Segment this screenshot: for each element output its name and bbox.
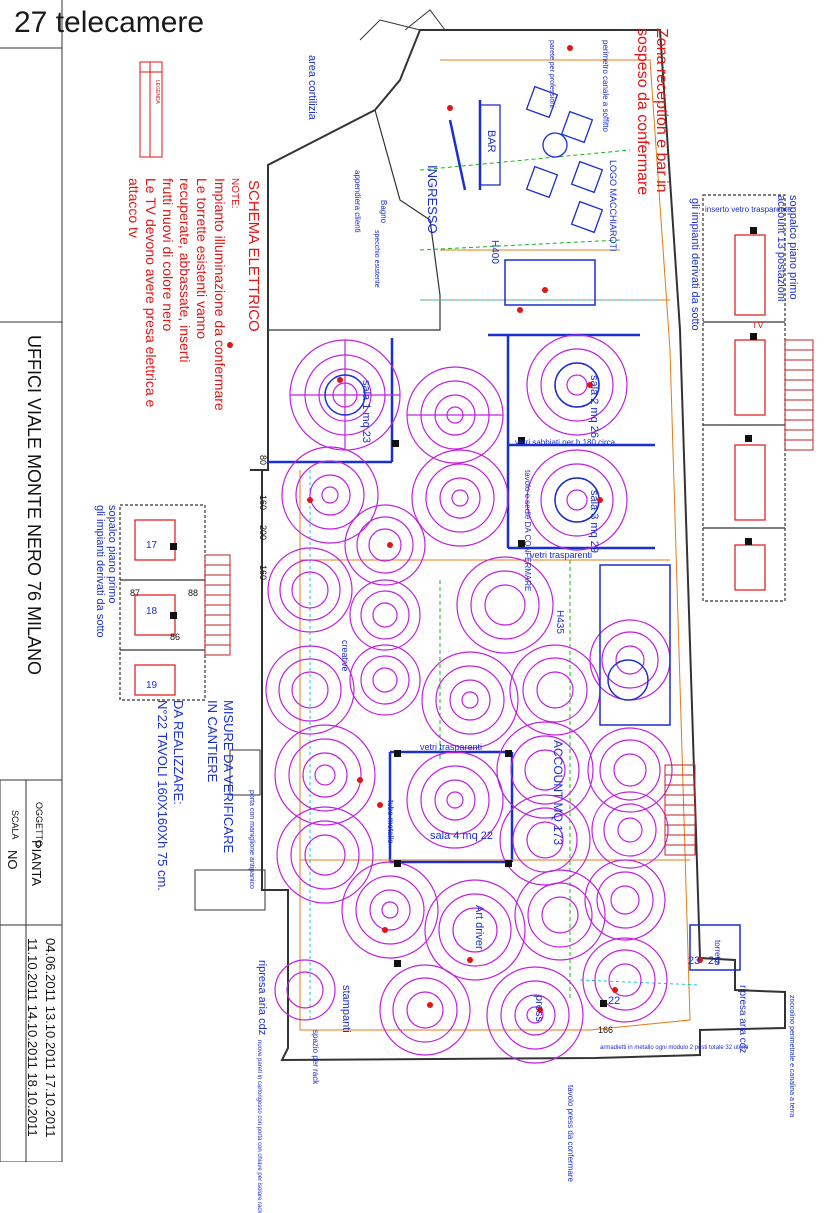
label-sala-3: sala 3 mq 29 — [588, 490, 600, 553]
label-perimetro-canale: perimetro canale a soffitto — [601, 40, 610, 132]
stairs-right — [784, 339, 814, 451]
dim-160-b: 160 — [258, 565, 268, 581]
soppalco-right-line-3: gli impianti derivati da sotto — [689, 198, 701, 331]
sheet-title: 27 telecamere — [14, 6, 205, 39]
desk-22: 22 — [608, 995, 621, 1007]
misure-line-1: MISURE DA VERIFICARE — [221, 700, 236, 854]
label-vetri-trasparenti: vetri trasparenti — [530, 550, 593, 560]
label-tv: TV — [752, 320, 764, 330]
label-tubo-metallo: tubo metallo — [386, 800, 395, 844]
note-line-2: Le torrette esistenti vanno — [194, 178, 210, 340]
note-line-6: attacco tv — [126, 178, 142, 238]
realizzare-line-2: N°22 TAVOLI 160X160Xh 75 cm. — [155, 700, 170, 891]
electrical-lines — [419, 149, 631, 1000]
dim-86: 86 — [170, 632, 181, 642]
building-outline — [250, 29, 786, 1062]
dim-87: 87 — [130, 588, 141, 598]
note-line-3: recuperate, abbassate, inserti — [177, 178, 193, 363]
note-line-5: Le TV devono avere presa elettrica e — [143, 178, 159, 408]
label-ripresa-aria-2: ripresa aria cdz — [737, 985, 748, 1054]
dim-88: 88 — [188, 588, 199, 598]
label-tavolo-sedie: tavolo e sedie DA CONFERMARE — [523, 470, 532, 592]
label-ingresso: INGRESSO — [425, 165, 440, 234]
black-markers — [170, 227, 757, 1007]
stairs-mid — [664, 764, 696, 856]
title-block — [0, 779, 63, 1162]
entrance-doors — [194, 9, 446, 911]
dim-166: 166 — [598, 1025, 614, 1035]
label-stampanti: stampanti — [340, 985, 352, 1033]
electrical-devices — [227, 45, 703, 1013]
soppalco-left-line-1: sopalco piano primo — [106, 505, 118, 604]
label-parete-professioni: parete per professioni — [548, 40, 555, 108]
oggetto-value: PIANTA — [29, 840, 44, 886]
desk-24: 24 — [708, 955, 721, 967]
reception-zone-line-1: Zona reception e bar in — [653, 28, 670, 193]
label-area-cortilizia: area cortilizia — [306, 55, 318, 120]
label-account: ACCOUNT MQ 173 — [551, 740, 565, 846]
reception-furniture — [479, 85, 604, 234]
camera-coverage — [265, 334, 673, 1064]
floor-plan-sheet — [0, 0, 814, 1162]
label-sala-1: sala 1 mq 23 — [360, 380, 372, 443]
label-zoccolino: zoccolino perimetrale e canalina a terra — [788, 995, 795, 1118]
label-bagno: Bagno — [379, 200, 388, 224]
label-tavolo-press: tavolo press da confermare — [566, 1085, 575, 1182]
label-appendiera: appendiera clienti — [353, 170, 362, 233]
label-spazio-rack: spazio per rack — [311, 1030, 320, 1085]
label-logo: LOGO MACCHIAROTI — [608, 160, 618, 252]
schema-title: SCHEMA ELETTRICO — [245, 180, 262, 332]
label-porta-maniglione: porta con maniglione antipanico — [248, 790, 255, 889]
stairs-left — [204, 554, 231, 656]
label-press: press — [533, 995, 545, 1022]
note-line-1: Impianto illuminazione da confermare — [212, 178, 228, 411]
label-armadietti: armadietti in metallo ogni modulo 2 post… — [600, 1045, 749, 1051]
dates-row-2: 11.10.2011 14.10.2011 18.10.2011 — [25, 938, 40, 1137]
desk-23: 23 — [688, 955, 701, 967]
label-nuove-pareti: nuove pareti in cartongesso con porta co… — [256, 1040, 262, 1213]
legend-title: LEGENDA — [154, 80, 160, 104]
scala-label: SCALA — [10, 810, 20, 840]
label-bar: BAR — [485, 130, 497, 153]
label-creative: creative — [340, 640, 350, 672]
meeting-tables — [324, 259, 741, 971]
soppalco-left — [119, 504, 206, 701]
label-vetri-sabbiati: vetri sabbiati per h 180 circa — [515, 438, 616, 447]
label-inserto-vetro: inserto vetro trasparente — [705, 205, 792, 214]
label-h435: H435 — [554, 610, 565, 634]
label-sala-4: sala 4 mq 22 — [430, 830, 493, 842]
label-vetri-trasparenti-2: vetri trasparenti — [420, 742, 483, 752]
realizzare-line-1: DA REALIZZARE: — [171, 700, 186, 805]
dates-row-1: 04.06.2011 13.10.2011 17.10.2011 — [43, 938, 58, 1138]
misure-line-2: IN CANTIERE — [205, 700, 220, 783]
desk-18: 18 — [146, 606, 158, 617]
dim-200: 200 — [258, 525, 268, 541]
label-specchio: specchio esistente — [373, 230, 380, 288]
soppalco-right — [702, 194, 786, 602]
label-sala-2: sala 2 mq 26 — [588, 375, 600, 438]
label-art-driver: Art driver — [473, 905, 485, 950]
legend-box — [139, 61, 163, 158]
desk-19: 19 — [146, 680, 158, 691]
project-title: UFFICI VIALE MONTE NERO 76 MILANO — [24, 335, 44, 676]
dim-80: 80 — [258, 455, 268, 466]
label-h400: H400 — [489, 240, 500, 264]
dim-160-a: 160 — [258, 495, 268, 511]
desk-17: 17 — [146, 540, 158, 551]
scala-value: NO — [5, 850, 20, 870]
soppalco-left-line-2: gli impianti derivati da sotto — [94, 505, 106, 638]
note-label: NOTE: — [229, 178, 240, 209]
label-ripresa-aria: ripresa aria cdz — [256, 960, 268, 1036]
note-line-4: frutti nuovi di colore nero — [160, 178, 176, 332]
reception-zone-line-2: sospeso da confermare — [634, 28, 651, 196]
